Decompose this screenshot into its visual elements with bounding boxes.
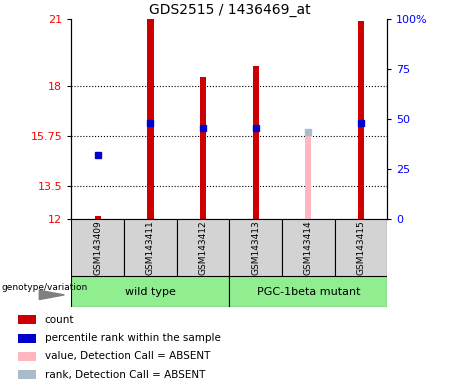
Bar (229, 219, 282, 276)
Bar (147, 19, 154, 219)
Text: genotype/variation: genotype/variation (1, 283, 88, 292)
Bar (253, 66, 259, 219)
Bar (124, 219, 177, 276)
Bar (282, 219, 335, 276)
Bar (18, 334, 36, 343)
Text: value, Detection Call = ABSENT: value, Detection Call = ABSENT (45, 351, 210, 361)
Text: GSM143415: GSM143415 (356, 220, 366, 275)
Text: GSM143411: GSM143411 (146, 220, 155, 275)
Bar (18, 352, 36, 361)
Bar (95, 215, 101, 219)
Bar (18, 371, 36, 379)
Bar (358, 22, 364, 219)
Bar (335, 219, 387, 276)
Bar (177, 219, 229, 276)
Bar (71, 276, 229, 307)
Text: GSM143413: GSM143413 (251, 220, 260, 275)
Text: percentile rank within the sample: percentile rank within the sample (45, 333, 220, 343)
Polygon shape (39, 290, 65, 300)
Text: rank, Detection Call = ABSENT: rank, Detection Call = ABSENT (45, 370, 205, 380)
Text: count: count (45, 315, 74, 325)
Bar (200, 77, 206, 219)
Bar (18, 315, 36, 324)
Bar (305, 136, 312, 219)
Text: GSM143414: GSM143414 (304, 220, 313, 275)
Text: GSM143409: GSM143409 (93, 220, 102, 275)
Bar (229, 276, 387, 307)
Text: wild type: wild type (125, 287, 176, 297)
Text: PGC-1beta mutant: PGC-1beta mutant (256, 287, 360, 297)
Text: GSM143412: GSM143412 (199, 220, 207, 275)
Bar (71, 219, 124, 276)
Title: GDS2515 / 1436469_at: GDS2515 / 1436469_at (148, 3, 310, 17)
